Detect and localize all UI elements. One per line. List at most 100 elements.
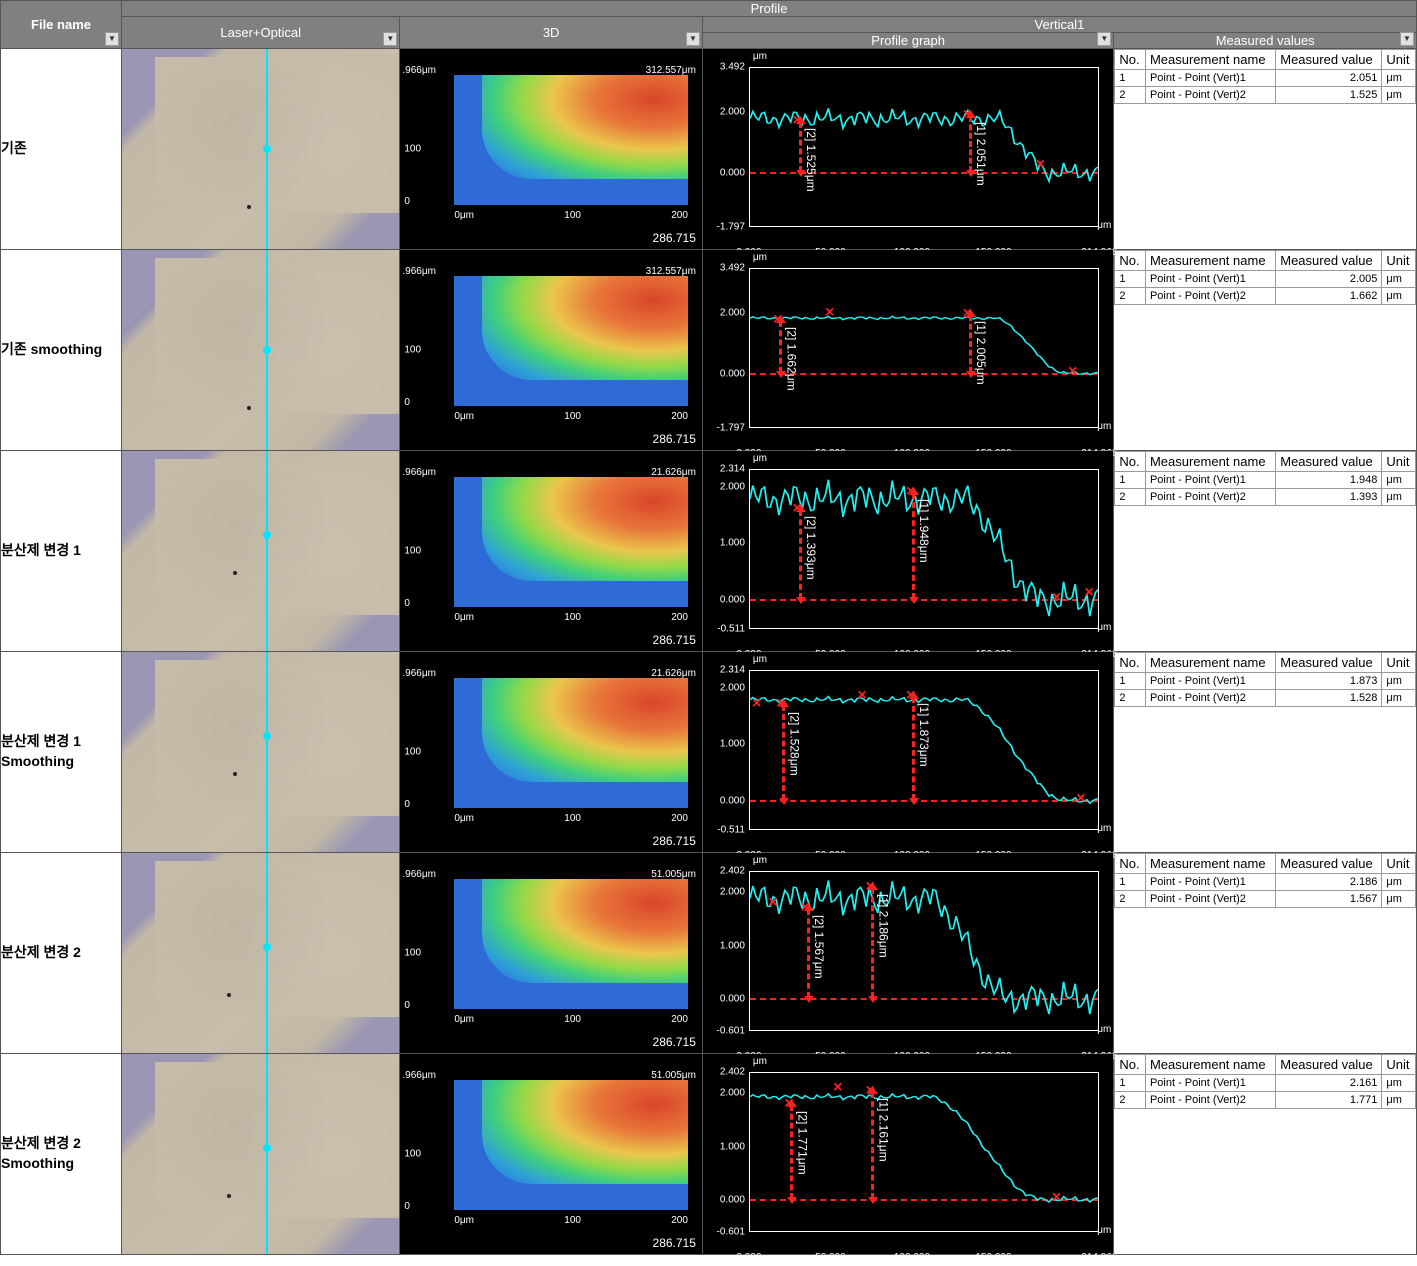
header-3d[interactable]: 3D ▼ — [400, 17, 703, 49]
measured-values-table: No. Measurement name Measured value Unit… — [1114, 250, 1416, 305]
scan-dot — [263, 145, 271, 153]
measured-values-table: No. Measurement name Measured value Unit… — [1114, 853, 1416, 908]
profile-line-svg — [750, 269, 1098, 427]
dropdown-icon[interactable]: ▼ — [383, 32, 397, 46]
marker-x-icon: × — [1052, 1193, 1064, 1205]
heatmap-3d: .966μm 21.626μm 100 0 0μm100200 286.715 — [400, 451, 702, 651]
marker-label: [1] 2.186μm — [877, 894, 891, 958]
meas-name: Point - Point (Vert)2 — [1145, 87, 1275, 104]
heatmap-3d: .966μm 312.557μm 100 0 0μm100200 286.715 — [400, 49, 702, 249]
x-extent: 286.715 — [653, 633, 696, 647]
y-axis-labels: 3.4922.0000.000-1.797 — [705, 67, 747, 227]
speck-dot — [227, 993, 231, 997]
header-file-name[interactable]: File name ▼ — [1, 1, 122, 49]
header-measured-values[interactable]: Measured values ▼ — [1114, 33, 1417, 49]
meas-no: 1 — [1115, 472, 1146, 489]
z-label-left: .966μm — [402, 266, 436, 277]
meas-header-unit: Unit — [1382, 1055, 1416, 1075]
dropdown-icon[interactable]: ▼ — [1097, 32, 1111, 46]
meas-header-unit: Unit — [1382, 251, 1416, 271]
heatmap-3d-cell: .966μm 21.626μm 100 0 0μm100200 286.715 — [400, 451, 703, 652]
laser-optical-cell — [122, 853, 400, 1054]
filename-cell: 분산제 변경 2 Smoothing — [1, 1054, 122, 1255]
header-label: Profile graph — [871, 33, 945, 48]
meas-unit: μm — [1382, 1092, 1416, 1109]
dropdown-icon[interactable]: ▼ — [1400, 32, 1414, 46]
y-tick: 100 — [404, 1149, 421, 1160]
plot-area: ×[1] 2.186μm×[2] 1.567μm× — [749, 871, 1099, 1031]
dropdown-icon[interactable]: ▼ — [686, 32, 700, 46]
marker-label: [2] 1.567μm — [812, 915, 826, 979]
heatmap-area — [454, 477, 688, 607]
profile-graph-cell: 3.4922.0000.000-1.7970.00050.000100.0001… — [702, 250, 1113, 451]
meas-row: 2 Point - Point (Vert)2 1.393 μm — [1115, 489, 1416, 506]
speck-dot — [227, 1194, 231, 1198]
header-laser-optical[interactable]: Laser+Optical ▼ — [122, 17, 400, 49]
scan-line — [266, 853, 268, 1053]
heatmap-3d-cell: .966μm 51.005μm 100 0 0μm100200 286.715 — [400, 1054, 703, 1255]
y-tick-label: 2.000 — [720, 481, 745, 492]
marker-arrow — [871, 888, 874, 998]
y-axis-labels: 2.4022.0001.0000.000-0.601 — [705, 871, 747, 1031]
x-tick-label: 214.966 — [1081, 1252, 1117, 1263]
heatmap-3d-cell: .966μm 312.557μm 100 0 0μm100200 286.715 — [400, 49, 703, 250]
x-ticks: 0μm100200 — [454, 210, 688, 221]
y-tick: 0 — [404, 799, 410, 810]
meas-row: 1 Point - Point (Vert)1 1.873 μm — [1115, 673, 1416, 690]
meas-header-value: Measured value — [1276, 251, 1382, 271]
meas-row: 2 Point - Point (Vert)2 1.528 μm — [1115, 690, 1416, 707]
marker-arrow — [871, 1092, 874, 1200]
meas-unit: μm — [1382, 288, 1416, 305]
y-tick-label: -0.511 — [717, 825, 745, 836]
profile-graph: 2.4022.0001.0000.000-0.6010.00050.000100… — [703, 1054, 1113, 1254]
table-row: 분산제 변경 2 Smoothing .966μm 51.005μm 100 0… — [1, 1054, 1417, 1255]
y-unit: μm — [753, 252, 767, 263]
scan-line — [266, 1054, 268, 1254]
meas-row: 1 Point - Point (Vert)1 2.186 μm — [1115, 874, 1416, 891]
x-unit: μm — [1097, 1225, 1111, 1236]
marker-arrow — [782, 705, 785, 800]
y-tick-label: 2.000 — [720, 107, 745, 118]
heatmap-3d: .966μm 21.626μm 100 0 0μm100200 286.715 — [400, 652, 702, 852]
x-extent: 286.715 — [653, 231, 696, 245]
meas-header-no: No. — [1115, 452, 1146, 472]
meas-unit: μm — [1382, 874, 1416, 891]
profile-graph-cell: 2.3142.0001.0000.000-0.5110.00050.000100… — [702, 451, 1113, 652]
table-row: 분산제 변경 2 .966μm 51.005μm 100 0 0μm100200… — [1, 853, 1417, 1054]
dropdown-icon[interactable]: ▼ — [105, 32, 119, 46]
laser-optical-thumbnail — [122, 451, 399, 651]
y-tick-label: 2.000 — [720, 682, 745, 693]
header-label: 3D — [543, 25, 560, 40]
y-tick: 100 — [404, 948, 421, 959]
y-tick: 100 — [404, 345, 421, 356]
y-tick-label: -1.797 — [717, 222, 745, 233]
header-profile-graph[interactable]: Profile graph ▼ — [702, 33, 1113, 49]
meas-unit: μm — [1382, 1075, 1416, 1092]
x-unit: μm — [1097, 622, 1111, 633]
profile-graph-cell: 3.4922.0000.000-1.7970.00050.000100.0001… — [702, 49, 1113, 250]
meas-no: 2 — [1115, 1092, 1146, 1109]
meas-header-value: Measured value — [1276, 854, 1382, 874]
meas-header-unit: Unit — [1382, 854, 1416, 874]
meas-name: Point - Point (Vert)2 — [1145, 489, 1275, 506]
meas-no: 2 — [1115, 288, 1146, 305]
marker-label: [1] 2.005μm — [974, 321, 988, 385]
profile-graph-cell: 2.4022.0001.0000.000-0.6010.00050.000100… — [702, 853, 1113, 1054]
measured-values-cell: No. Measurement name Measured value Unit… — [1114, 49, 1417, 250]
measured-values-cell: No. Measurement name Measured value Unit… — [1114, 652, 1417, 853]
meas-row: 2 Point - Point (Vert)2 1.567 μm — [1115, 891, 1416, 908]
meas-no: 1 — [1115, 70, 1146, 87]
meas-unit: μm — [1382, 70, 1416, 87]
heatmap-area — [454, 75, 688, 205]
plot-area: ×[1] 2.051μm×[2] 1.525μm× — [749, 67, 1099, 227]
scan-dot — [263, 943, 271, 951]
marker-label: [1] 2.051μm — [974, 122, 988, 186]
heatmap-3d: .966μm 312.557μm 100 0 0μm100200 286.715 — [400, 250, 702, 450]
y-unit: μm — [753, 453, 767, 464]
marker-arrow — [799, 510, 802, 599]
measured-values-cell: No. Measurement name Measured value Unit… — [1114, 853, 1417, 1054]
z-label-left: .966μm — [402, 1070, 436, 1081]
x-unit: μm — [1097, 1024, 1111, 1035]
header-label: File name — [31, 17, 91, 32]
x-unit: μm — [1097, 421, 1111, 432]
